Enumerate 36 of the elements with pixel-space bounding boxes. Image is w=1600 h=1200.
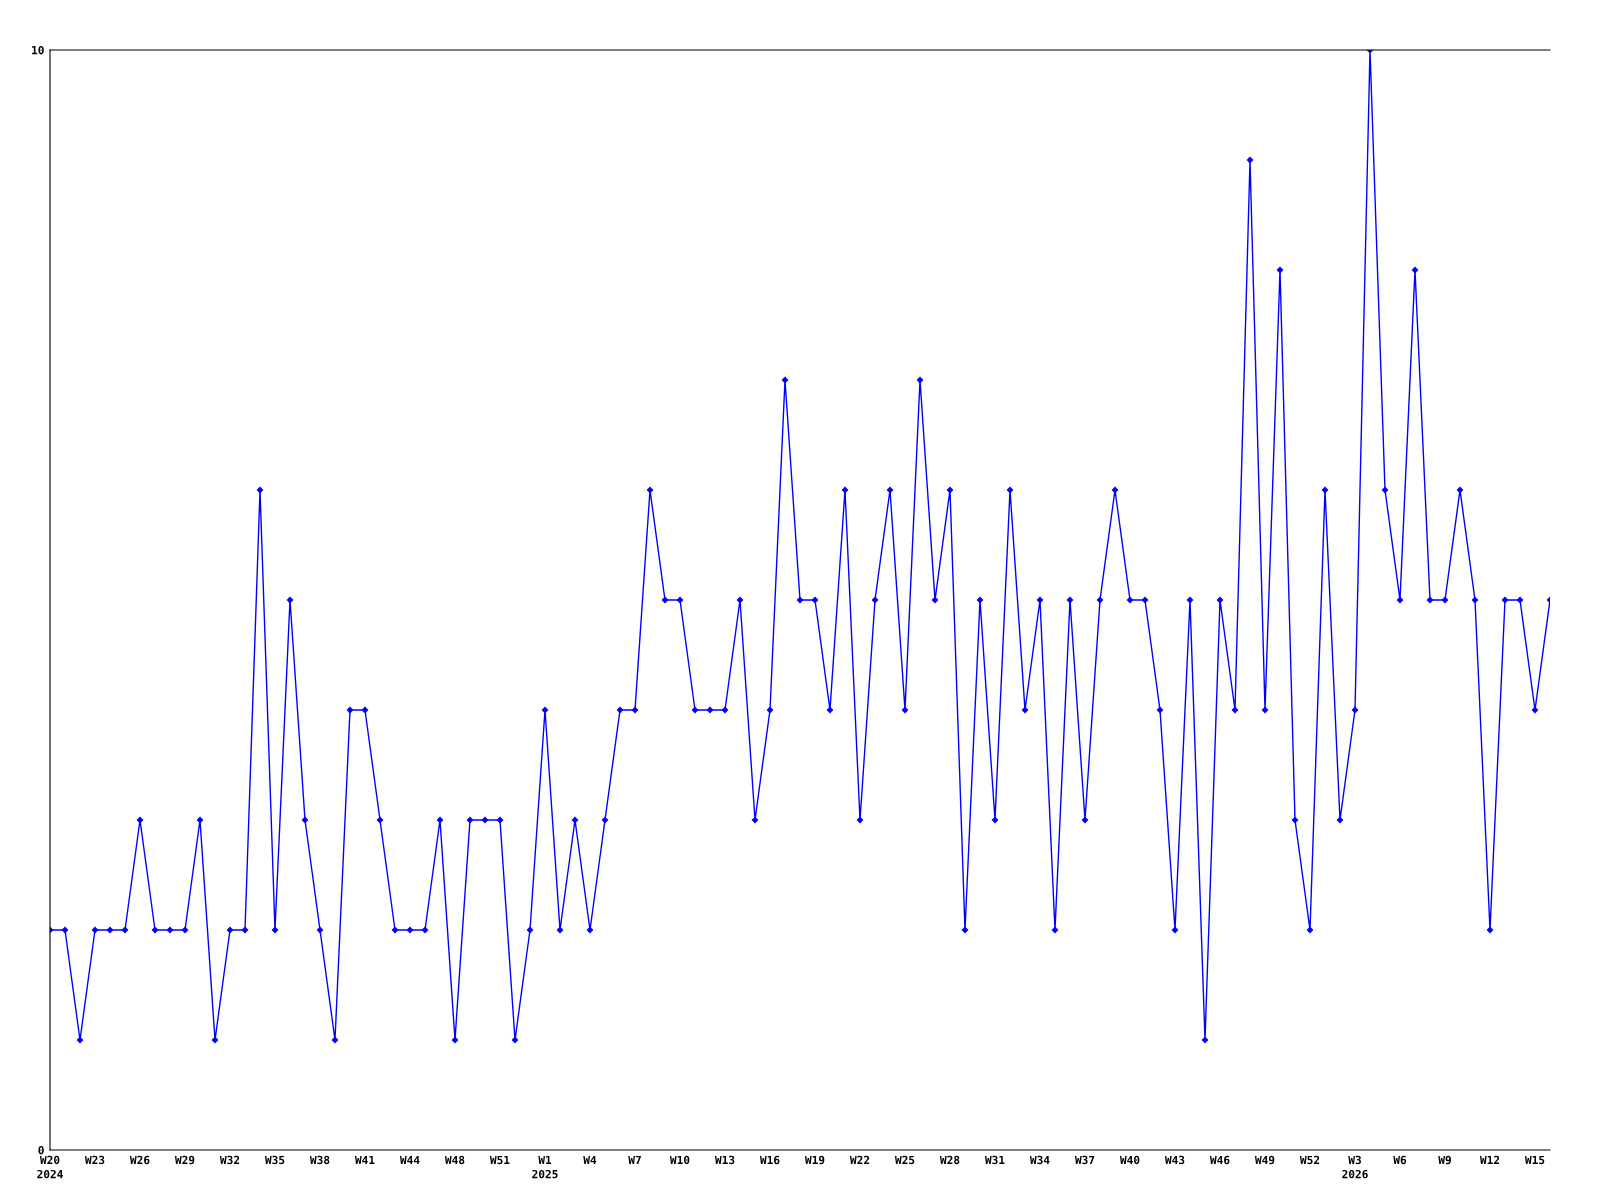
- x-tick-label: W34: [1029, 1155, 1050, 1165]
- x-tick-label: W16: [759, 1155, 780, 1165]
- y-tick-label: 0: [38, 1145, 44, 1155]
- x-tick-label: W23: [84, 1155, 105, 1165]
- x-tick-label: W28: [939, 1155, 960, 1165]
- x-tick-label: W35: [264, 1155, 285, 1165]
- x-tick-label: W3 2026: [1342, 1155, 1368, 1179]
- x-tick-label: W51: [489, 1155, 510, 1165]
- x-tick-label: W46: [1209, 1155, 1230, 1165]
- x-tick-label: W43: [1164, 1155, 1185, 1165]
- x-tick-label: W7: [628, 1155, 641, 1164]
- x-tick-label: W20 2024: [37, 1155, 63, 1179]
- x-tick-label: W13: [714, 1155, 735, 1165]
- x-tick-label: W4: [583, 1155, 597, 1164]
- y-tick-label: 10: [32, 45, 44, 55]
- x-tick-label: W31: [984, 1155, 1005, 1165]
- x-tick-label: W37: [1074, 1155, 1095, 1165]
- x-tick-label: W22: [849, 1155, 870, 1164]
- x-tick-label: W10: [669, 1155, 690, 1165]
- x-tick-label: W48: [444, 1155, 465, 1165]
- x-tick-label: W32: [219, 1155, 240, 1165]
- x-tick-label: W29: [174, 1155, 195, 1165]
- x-tick-label: W49: [1254, 1155, 1275, 1165]
- x-tick-label: W25: [894, 1155, 915, 1165]
- x-tick-label: W52: [1299, 1155, 1320, 1165]
- x-tick-label: W26: [129, 1155, 150, 1165]
- x-tick-label: W12: [1479, 1155, 1500, 1164]
- x-tick-label: W19: [804, 1155, 825, 1165]
- x-tick-label: W41: [354, 1155, 375, 1164]
- x-tick-label: W1 2025: [532, 1155, 558, 1179]
- x-tick-label: W44: [399, 1155, 420, 1164]
- x-tick-label: W6: [1393, 1155, 1407, 1165]
- x-tick-label: W38: [309, 1155, 330, 1165]
- x-tick-label: W40: [1119, 1155, 1140, 1165]
- x-tick-label: W9: [1438, 1155, 1451, 1165]
- x-tick-label: W15: [1524, 1155, 1545, 1165]
